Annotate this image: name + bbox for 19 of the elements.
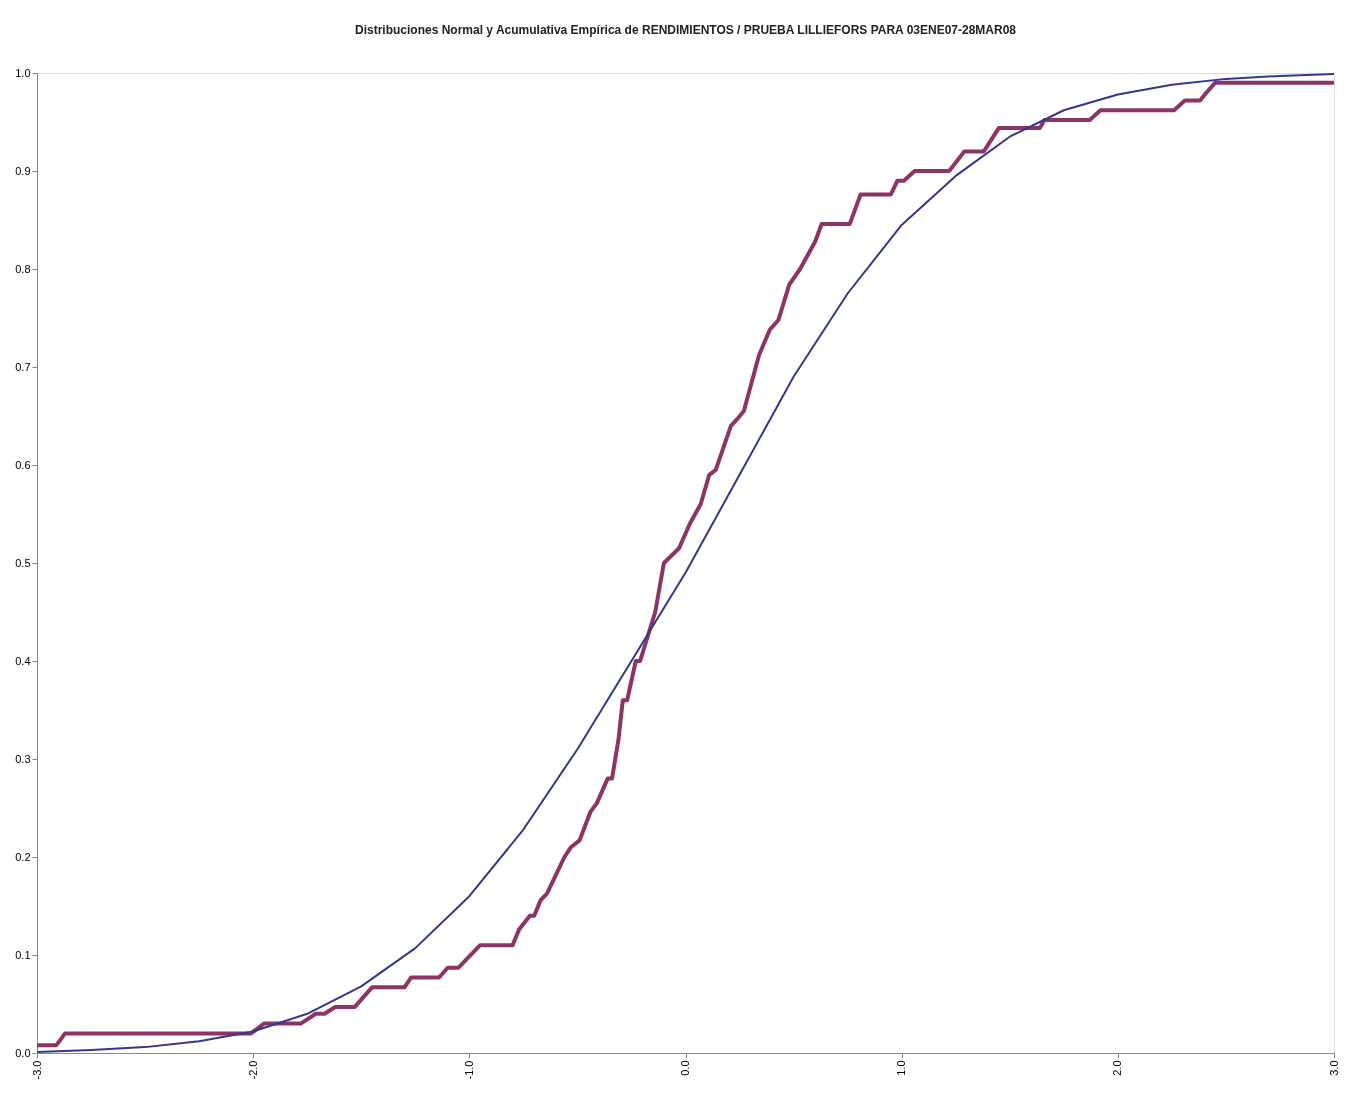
y-tick-label: 0.6: [15, 458, 31, 471]
x-tick-label: -3.0: [30, 1060, 43, 1080]
y-tick-label: 0.1: [15, 948, 31, 961]
x-tick-label: 0.0: [679, 1060, 691, 1076]
y-tick-label: 0.2: [15, 850, 31, 863]
x-tick-label: -2.0: [246, 1060, 259, 1080]
y-tick-label: 0.5: [15, 556, 31, 569]
y-tick-label: 0.4: [15, 654, 31, 667]
y-tick-label: 1.0: [15, 66, 31, 79]
x-tick-label: 2.0: [1111, 1060, 1124, 1076]
y-tick-label: 0.9: [15, 164, 31, 177]
y-tick-label: 0.0: [15, 1046, 31, 1059]
y-tick-label: 0.7: [15, 360, 31, 373]
y-tick-label: 0.8: [15, 262, 31, 275]
y-tick-label: 0.3: [15, 752, 31, 765]
chart-title: Distribuciones Normal y Acumulativa Empírica de RENDIMIENTOS / PRUEBA LILLIEFORS PARA 03ENE07-28MAR08: [354, 23, 1017, 37]
x-tick-label: 1.0: [895, 1060, 908, 1076]
x-tick-label: 3.0: [1327, 1060, 1340, 1076]
x-tick-label: -1.0: [462, 1060, 475, 1080]
